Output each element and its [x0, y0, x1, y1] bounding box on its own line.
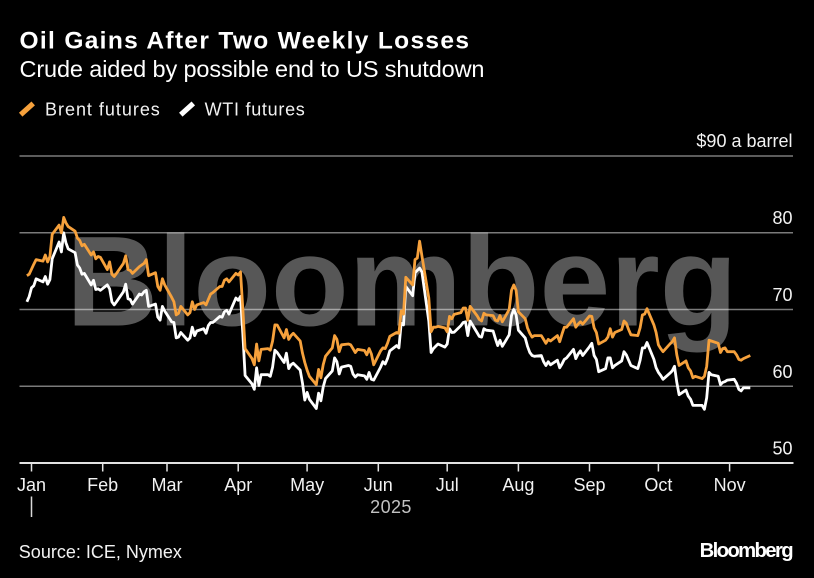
svg-text:Bloomberg: Bloomberg: [700, 540, 794, 562]
svg-text:Jul: Jul: [436, 475, 459, 495]
svg-text:Aug: Aug: [502, 475, 534, 495]
svg-text:70: 70: [772, 285, 792, 305]
svg-text:Sep: Sep: [573, 475, 605, 495]
svg-text:Oct: Oct: [644, 475, 672, 495]
svg-text:Mar: Mar: [152, 475, 183, 495]
svg-text:2025: 2025: [370, 497, 411, 517]
svg-text:$90 a barrel: $90 a barrel: [696, 131, 792, 151]
svg-text:Feb: Feb: [87, 475, 118, 495]
svg-text:Jun: Jun: [364, 475, 393, 495]
svg-text:Apr: Apr: [224, 475, 252, 495]
svg-text:Source: ICE, Nymex: Source: ICE, Nymex: [19, 542, 182, 562]
svg-text:Nov: Nov: [714, 475, 746, 495]
svg-text:Crude aided by possible end to: Crude aided by possible end to US shutdo…: [20, 56, 485, 82]
svg-text:80: 80: [772, 208, 792, 228]
svg-text:May: May: [290, 475, 324, 495]
svg-text:Jan: Jan: [17, 475, 46, 495]
svg-text:Brent futures: Brent futures: [45, 100, 160, 120]
svg-text:WTI futures: WTI futures: [205, 100, 305, 120]
svg-text:60: 60: [772, 362, 792, 382]
svg-text:Oil Gains After Two Weekly Los: Oil Gains After Two Weekly Losses: [20, 27, 470, 54]
svg-text:50: 50: [772, 439, 792, 459]
